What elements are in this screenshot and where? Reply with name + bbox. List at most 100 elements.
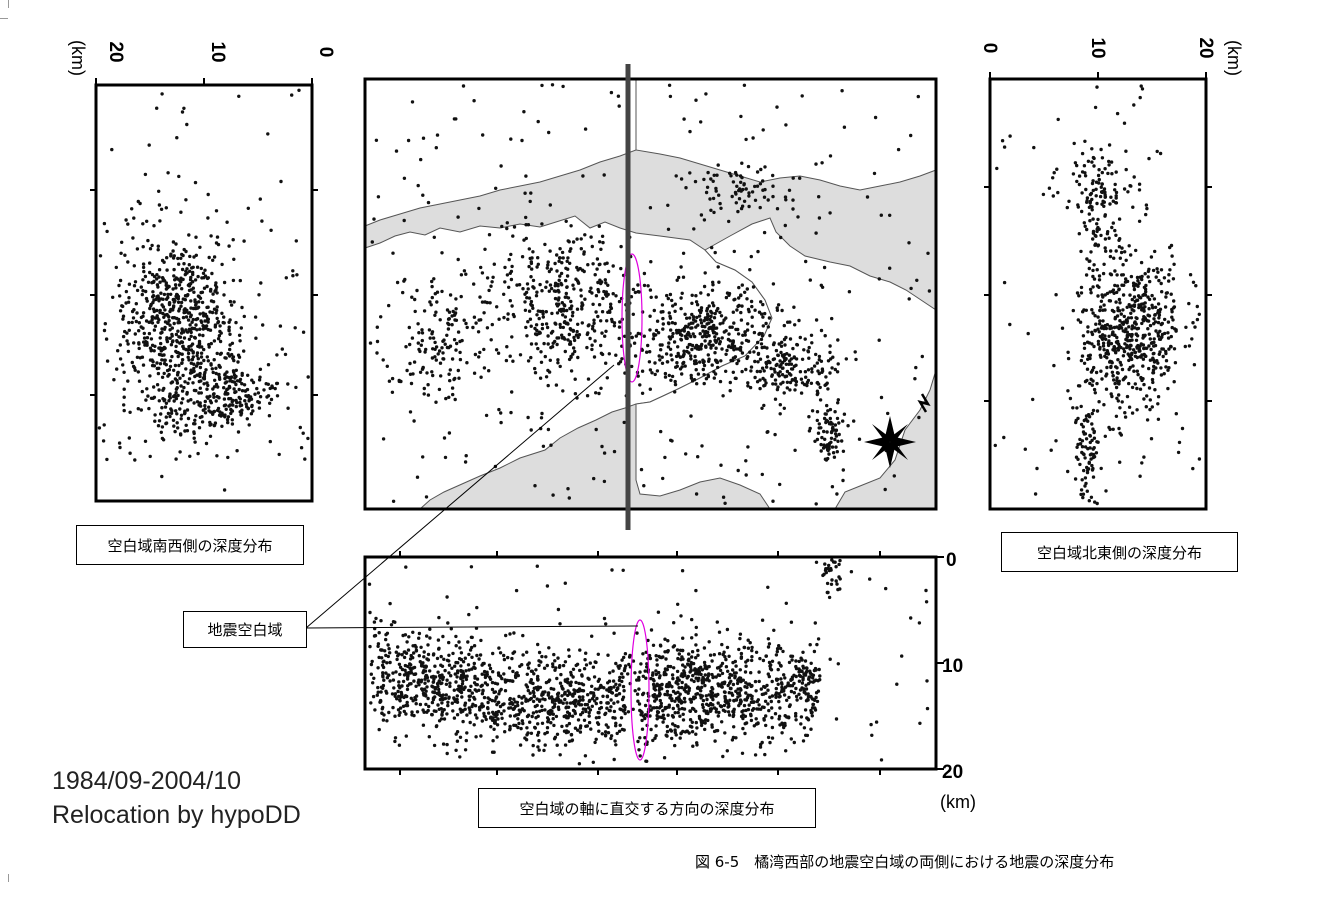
ne-event-point	[1158, 350, 1162, 354]
ne-event-point	[1093, 105, 1098, 110]
map-event-point	[746, 384, 750, 388]
map-event-point	[681, 275, 686, 279]
sw-event-point	[231, 398, 235, 403]
perp-event-point	[536, 733, 540, 737]
map-event-point	[799, 391, 804, 395]
map-event-point	[776, 372, 780, 376]
perp-event-point	[374, 616, 378, 621]
map-event-point	[764, 365, 769, 369]
map-event-point	[840, 89, 844, 93]
map-event-point	[830, 316, 834, 321]
perp-event-point	[558, 622, 562, 626]
ne-event-point	[1108, 254, 1113, 259]
perp-event-point	[589, 727, 593, 731]
perp-event-point	[398, 706, 403, 710]
perp-event-point	[463, 656, 467, 660]
map-event-point	[505, 273, 510, 277]
map-event-point	[537, 331, 541, 336]
map-event-point	[410, 336, 415, 340]
ne-event-point	[1088, 434, 1093, 438]
perp-event-point	[725, 701, 729, 705]
map-event-point	[788, 320, 792, 324]
sw-event-point	[198, 312, 202, 316]
map-event-point	[760, 406, 764, 410]
perp-event-point	[640, 727, 645, 731]
map-event-point	[832, 455, 837, 459]
ne-event-point	[1135, 283, 1139, 287]
sw-event-point	[193, 418, 197, 422]
ne-event-point	[1114, 170, 1118, 174]
ne-event-point	[1090, 468, 1095, 472]
ne-event-point	[1126, 190, 1130, 194]
perp-event-point	[688, 724, 693, 728]
map-event-point	[640, 348, 644, 352]
perp-event-point	[488, 666, 493, 671]
sw-event-point	[193, 440, 197, 444]
perp-event-point	[417, 636, 421, 640]
perp-event-point	[593, 660, 597, 664]
map-event-point	[564, 266, 568, 270]
ne-event-point	[1167, 347, 1171, 351]
perp-event-point	[614, 721, 618, 725]
map-event-point	[447, 395, 451, 399]
map-event-point	[505, 226, 509, 231]
ne-event-point	[1090, 147, 1094, 151]
ne-event-point	[1108, 427, 1112, 432]
sw-event-point	[257, 378, 262, 382]
perp-event-point	[493, 721, 497, 725]
ne-event-point	[1110, 225, 1114, 230]
sw-event-point	[157, 352, 162, 357]
map-event-point	[803, 370, 808, 374]
ne-event-point	[1143, 346, 1148, 350]
sw-event-point	[126, 260, 130, 264]
sw-event-point	[201, 271, 206, 275]
sw-event-point	[172, 321, 176, 326]
map-frame	[363, 77, 938, 511]
perp-event-point	[583, 754, 588, 758]
map-event-point	[494, 348, 499, 352]
sw-tick-label: 20	[105, 41, 126, 62]
map-event-point	[841, 449, 846, 453]
map-event-point	[775, 362, 779, 367]
sw-event-point	[163, 308, 167, 312]
ne-event-point	[1075, 445, 1079, 449]
sw-event-point	[130, 207, 134, 211]
map-event-point	[778, 370, 782, 374]
ne-event-point	[1090, 438, 1094, 443]
perp-event-point	[405, 700, 409, 705]
map-event-point	[783, 374, 787, 379]
map-event-point	[395, 280, 400, 285]
map-event-point	[600, 310, 605, 314]
map-event-point	[565, 285, 569, 289]
sw-event-point	[232, 300, 236, 304]
sw-event-point	[231, 278, 236, 283]
sw-event-point	[147, 143, 151, 147]
sw-event-point	[175, 386, 179, 390]
map-event-point	[780, 308, 784, 313]
map-event-point	[693, 361, 697, 366]
map-event-point	[800, 357, 805, 361]
sw-event-point	[117, 441, 122, 445]
perp-event-point	[472, 644, 477, 648]
ne-event-point	[1088, 353, 1093, 357]
map-event-point	[778, 412, 782, 416]
map-event-point	[732, 249, 736, 254]
map-event-point	[671, 331, 675, 336]
sw-event-point	[135, 355, 140, 359]
perp-event-point	[503, 722, 507, 726]
sw-event-point	[209, 341, 213, 346]
map-event-point	[824, 418, 829, 422]
map-event-point	[791, 176, 795, 180]
map-event-point	[666, 296, 670, 301]
map-event-point	[560, 283, 564, 287]
ne-event-point	[1080, 151, 1085, 156]
map-event-point	[759, 167, 763, 172]
ne-event-point	[1143, 333, 1147, 337]
sw-event-point	[133, 458, 137, 462]
ne-event-point	[1090, 330, 1094, 334]
map-event-point	[655, 369, 660, 373]
sw-event-point	[155, 366, 159, 371]
ne-event-point	[1092, 436, 1097, 440]
sw-event-point	[202, 373, 207, 377]
map-event-point	[580, 302, 585, 307]
